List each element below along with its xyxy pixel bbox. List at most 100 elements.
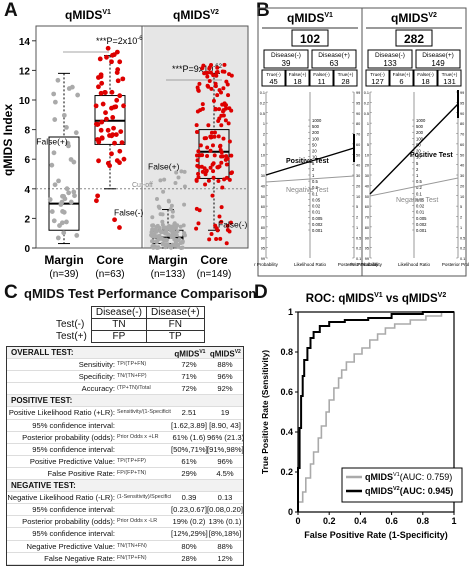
g1-core-point <box>119 140 125 145</box>
panel-letter-c: C <box>4 282 18 303</box>
v1-prior-tick: 20 <box>261 164 265 168</box>
g2-core-point <box>221 136 226 141</box>
g2-core-point <box>194 177 199 182</box>
g2-margin-point <box>161 189 166 194</box>
g2-core-point <box>195 109 200 114</box>
v2-prior-tick: 95 <box>365 247 369 251</box>
v1-disease_neg-label: Disease(-) <box>271 52 301 59</box>
perf-label: 95% confidence interval: <box>32 420 115 430</box>
g2-core-point <box>204 71 209 76</box>
panel-d-roc-chart: ROC: qMIDSV1 vs qMIDSV2 00 0.2 0.2 0.4 0.4 0.6… <box>260 292 463 540</box>
panel-letter-b: B <box>256 0 270 21</box>
g1-false-positive: False(+) <box>36 136 68 146</box>
v1-lr-tick: 0.1 <box>312 191 318 196</box>
v2-cell-n: 127 <box>371 77 384 86</box>
perf-label: NEGATIVE TEST: <box>11 481 76 491</box>
perf-row: 95% confidence interval: [1.62,3.89] [8.90… <box>7 420 243 432</box>
g2-core-point <box>220 154 225 159</box>
g1-core-point <box>102 90 108 95</box>
g2-core-point <box>214 73 219 78</box>
g2-margin-point <box>174 233 179 238</box>
g1-margin-point <box>71 189 77 195</box>
g2-core-point <box>198 143 203 148</box>
perf-formula: TN/(TN+FN) <box>117 542 147 549</box>
v1-positive-label: Positive Test <box>286 158 329 165</box>
g1-margin-point <box>51 91 57 97</box>
v1-post-tick: 10 <box>356 195 360 199</box>
v2-lr-tick: 200 <box>416 130 424 135</box>
v1-post-tick: 80 <box>356 122 360 126</box>
roc-title: ROC: qMIDSV1 vs qMIDSV2 <box>306 292 447 305</box>
v1-post-tick: 60 <box>356 143 360 147</box>
group1-pvalue: ***P=2x10-6 <box>96 36 143 46</box>
perf-formula <box>119 480 172 491</box>
g2-core-point <box>218 143 223 148</box>
perf-formula: FN/(TP+FN) <box>117 554 147 561</box>
g2-margin-point <box>154 238 159 243</box>
perf-label: 95% confidence interval: <box>32 505 115 515</box>
v1-cell-box <box>333 69 358 87</box>
perf-row: False Positive Rate: FP/(FP+TN) 29% 4.5% <box>7 468 243 481</box>
v2-disease_neg-label: Disease(-) <box>375 52 405 59</box>
g2-core-point <box>215 65 220 70</box>
perf-v1-value: 61% <box>181 456 197 466</box>
category-label: Margin <box>148 253 187 267</box>
v2-prior-tick: 70 <box>365 216 369 220</box>
g1-margin-point <box>51 150 57 156</box>
y-tick-label: 4 <box>24 185 30 196</box>
v1-disease_pos-box <box>311 49 357 69</box>
g1-core-point <box>98 127 104 133</box>
category-n: (n=39) <box>49 269 78 280</box>
g2-core-point <box>194 123 199 128</box>
v1-axis-label: Likelihood Ratio <box>294 262 327 267</box>
v1-lr-tick: 5 <box>312 161 315 166</box>
g2-core-point <box>207 66 212 71</box>
v1-lr-tick: 20 <box>312 149 317 154</box>
g2-core-point <box>219 219 224 224</box>
v2-post-tick: 80 <box>460 122 464 126</box>
v2-lr-tick: 500 <box>416 124 424 129</box>
g2-core-point <box>223 118 228 123</box>
g2-core-point <box>196 164 201 169</box>
g1-core-point <box>107 163 113 169</box>
g1-core-point <box>95 121 101 127</box>
legend-entry-v1: qMIDSV1(AUC: 0.759) <box>365 472 452 482</box>
v2-lr-tick: 0.02 <box>416 204 425 209</box>
perf-v1-value: 28% <box>181 553 197 563</box>
category-n: (n=149) <box>197 269 232 280</box>
v2-lr-tick: 100 <box>416 136 424 141</box>
category-label: Core <box>200 253 228 267</box>
perf-label: Negative Likelihood Ratio (-LR): <box>7 493 115 503</box>
panel-letter-d: D <box>254 282 268 303</box>
v1-post-tick: 0.1 <box>356 257 361 261</box>
perf-v1-value: 29% <box>181 468 197 478</box>
v1-lr-tick: 0.02 <box>312 204 321 209</box>
matrix-h2: Disease(+) <box>145 306 205 319</box>
perf-v1-value: 61% (1.6) <box>172 432 206 442</box>
v1-cell-n: 11 <box>318 77 326 86</box>
g2-margin-point <box>155 196 160 201</box>
v2-prior-tick: 5 <box>367 143 369 147</box>
g1-core-point <box>111 125 116 131</box>
g1-core-point <box>110 115 116 120</box>
g2-core-point <box>200 66 205 71</box>
v1-post-tick: 90 <box>356 112 360 116</box>
g2-core-point <box>217 107 222 112</box>
g2-core-point <box>225 156 230 161</box>
perf-v2-value: 19 <box>220 408 230 418</box>
v1-post-tick: 1 <box>356 226 358 230</box>
matrix-tp: TP <box>145 330 205 343</box>
g2-core-point <box>204 169 209 174</box>
v2-prior-tick: 10 <box>365 153 369 157</box>
g2-core-point <box>213 223 218 228</box>
g2-margin-point <box>175 229 180 234</box>
g2-core-point <box>222 101 227 106</box>
perf-v2-value: 0.13 <box>217 493 233 503</box>
g1-margin-point <box>74 233 80 238</box>
v2-prior-tick: 1 <box>367 122 369 126</box>
perf-row: Sensitivity: TP/(TP+FN) 72% 88% <box>7 359 243 372</box>
g2-core-point <box>224 162 229 167</box>
v2-lr-tick: 0.002 <box>416 222 427 227</box>
v1-negative-line <box>265 175 355 183</box>
v2-cell-box <box>365 69 390 87</box>
